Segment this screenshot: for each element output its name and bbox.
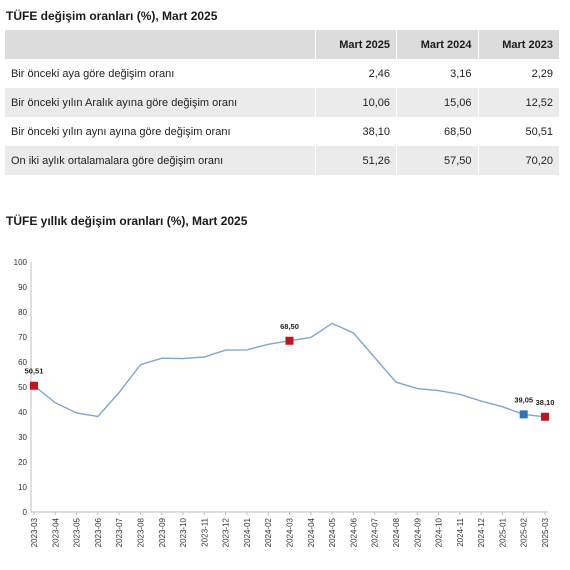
x-tick-label: 2024-03 xyxy=(286,517,295,547)
y-tick-label: 60 xyxy=(18,358,27,367)
y-tick-label: 30 xyxy=(18,433,27,442)
cell-value: 68,50 xyxy=(396,117,479,146)
x-tick-label: 2023-12 xyxy=(222,517,231,547)
y-tick-label: 90 xyxy=(18,283,27,292)
data-point-marker xyxy=(519,410,528,419)
x-tick-label: 2023-08 xyxy=(136,517,145,547)
x-tick-label: 2024-11 xyxy=(456,517,465,546)
x-tick-label: 2023-05 xyxy=(73,517,82,547)
y-tick-label: 70 xyxy=(18,333,27,342)
y-tick-label: 100 xyxy=(14,258,28,267)
table-row: Bir önceki yılın Aralık ayına göre değiş… xyxy=(5,88,560,117)
x-tick-label: 2025-02 xyxy=(520,517,529,547)
x-tick-label: 2025-03 xyxy=(541,517,550,547)
data-point-marker xyxy=(30,381,38,390)
header-cell-mart-2025: Mart 2025 xyxy=(315,30,397,59)
x-tick-label: 2023-09 xyxy=(158,517,167,547)
cell-value: 15,06 xyxy=(396,88,479,117)
y-tick-label: 10 xyxy=(18,483,27,492)
y-tick-label: 40 xyxy=(18,408,27,417)
data-point-marker xyxy=(285,336,294,345)
cell-value: 70,20 xyxy=(478,146,560,175)
y-tick-label: 80 xyxy=(18,308,27,317)
row-label: On iki aylık ortalamalara göre değişim o… xyxy=(5,146,316,175)
row-label: Bir önceki yılın Aralık ayına göre değiş… xyxy=(5,88,316,117)
cell-value: 2,46 xyxy=(315,59,397,88)
x-tick-label: 2024-02 xyxy=(264,517,273,547)
data-label: 39,05 xyxy=(514,395,533,404)
x-tick-label: 2023-03 xyxy=(30,517,39,547)
y-tick-label: 50 xyxy=(18,383,27,392)
x-tick-label: 2023-06 xyxy=(94,517,103,547)
x-tick-label: 2025-01 xyxy=(498,517,507,547)
x-tick-label: 2023-04 xyxy=(51,517,60,547)
x-tick-label: 2024-05 xyxy=(328,517,337,547)
cell-value: 57,50 xyxy=(396,146,479,175)
cell-value: 12,52 xyxy=(478,88,560,117)
x-tick-label: 2023-07 xyxy=(115,517,124,547)
cell-value: 38,10 xyxy=(315,117,397,146)
x-tick-label: 2024-08 xyxy=(392,517,401,547)
x-tick-label: 2024-12 xyxy=(477,517,486,547)
cell-value: 10,06 xyxy=(315,88,397,117)
row-label: Bir önceki yılın aynı ayına göre değişim… xyxy=(5,117,316,146)
table-header-row: Mart 2025 Mart 2024 Mart 2023 xyxy=(5,30,560,59)
x-tick-label: 2024-06 xyxy=(349,517,358,547)
header-cell-empty xyxy=(5,30,316,59)
cell-value: 3,16 xyxy=(396,59,479,88)
cell-value: 2,29 xyxy=(478,59,560,88)
line-chart: 0 10 20 30 40 50 60 70 80 90 100 2023-03 2023-04 2023… xyxy=(14,258,555,547)
cell-value: 51,26 xyxy=(315,146,397,175)
table-title: TÜFE değişim oranları (%), Mart 2025 xyxy=(6,9,218,23)
x-tick-label: 2024-04 xyxy=(307,517,316,547)
table-row: Bir önceki aya göre değişim oranı 2,46 3… xyxy=(5,59,560,88)
header-cell-mart-2023: Mart 2023 xyxy=(478,30,560,59)
data-label: 50,51 xyxy=(25,367,44,376)
data-label: 38,10 xyxy=(536,398,555,407)
table-row: Bir önceki yılın aynı ayına göre değişim… xyxy=(5,117,560,146)
y-tick-label: 0 xyxy=(23,508,28,517)
chart-title: TÜFE yıllık değişim oranları (%), Mart 2… xyxy=(6,214,248,228)
table-row: On iki aylık ortalamalara göre değişim o… xyxy=(5,146,560,175)
header-cell-mart-2024: Mart 2024 xyxy=(396,30,479,59)
x-tick-label: 2024-01 xyxy=(243,517,252,547)
cell-value: 50,51 xyxy=(478,117,560,146)
data-point-marker xyxy=(541,412,549,421)
x-tick-label: 2024-07 xyxy=(371,517,380,547)
y-tick-label: 20 xyxy=(18,458,27,467)
x-tick-label: 2023-10 xyxy=(179,517,188,547)
x-tick-label: 2023-11 xyxy=(200,517,209,546)
x-tick-label: 2024-09 xyxy=(413,517,422,547)
x-tick-label: 2024-10 xyxy=(435,517,444,547)
cpi-table: Mart 2025 Mart 2024 Mart 2023 Bir önceki… xyxy=(5,30,560,175)
row-label: Bir önceki aya göre değişim oranı xyxy=(5,59,316,88)
data-label: 68,50 xyxy=(280,322,299,331)
